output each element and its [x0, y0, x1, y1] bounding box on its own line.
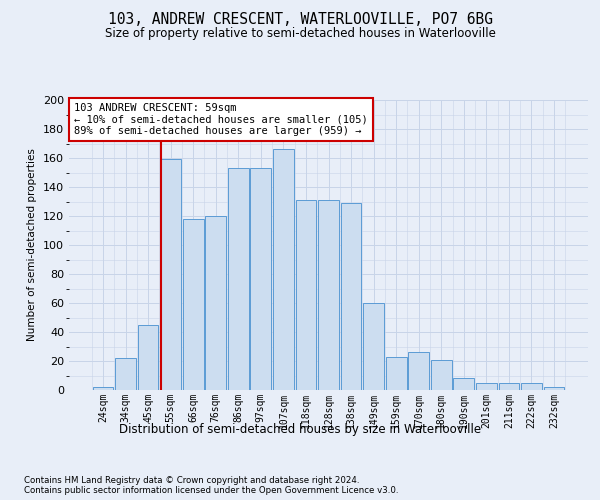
Bar	[521, 383, 542, 390]
Bar	[160, 160, 181, 390]
Bar	[92, 387, 113, 390]
Bar	[115, 358, 136, 390]
Bar	[386, 356, 407, 390]
Bar	[544, 387, 565, 390]
Text: Contains public sector information licensed under the Open Government Licence v3: Contains public sector information licen…	[24, 486, 398, 495]
Bar	[499, 383, 520, 390]
Bar	[273, 150, 294, 390]
Bar	[476, 383, 497, 390]
Text: Distribution of semi-detached houses by size in Waterlooville: Distribution of semi-detached houses by …	[119, 422, 481, 436]
Bar	[250, 168, 271, 390]
Bar	[137, 325, 158, 390]
Bar	[228, 168, 248, 390]
Bar	[363, 303, 384, 390]
Bar	[183, 219, 203, 390]
Bar	[409, 352, 429, 390]
Bar	[296, 200, 316, 390]
Bar	[318, 200, 339, 390]
Bar	[431, 360, 452, 390]
Text: 103 ANDREW CRESCENT: 59sqm
← 10% of semi-detached houses are smaller (105)
89% o: 103 ANDREW CRESCENT: 59sqm ← 10% of semi…	[74, 103, 368, 136]
Y-axis label: Number of semi-detached properties: Number of semi-detached properties	[28, 148, 37, 342]
Bar	[205, 216, 226, 390]
Bar	[341, 203, 361, 390]
Text: 103, ANDREW CRESCENT, WATERLOOVILLE, PO7 6BG: 103, ANDREW CRESCENT, WATERLOOVILLE, PO7…	[107, 12, 493, 28]
Text: Contains HM Land Registry data © Crown copyright and database right 2024.: Contains HM Land Registry data © Crown c…	[24, 476, 359, 485]
Bar	[454, 378, 474, 390]
Text: Size of property relative to semi-detached houses in Waterlooville: Size of property relative to semi-detach…	[104, 28, 496, 40]
